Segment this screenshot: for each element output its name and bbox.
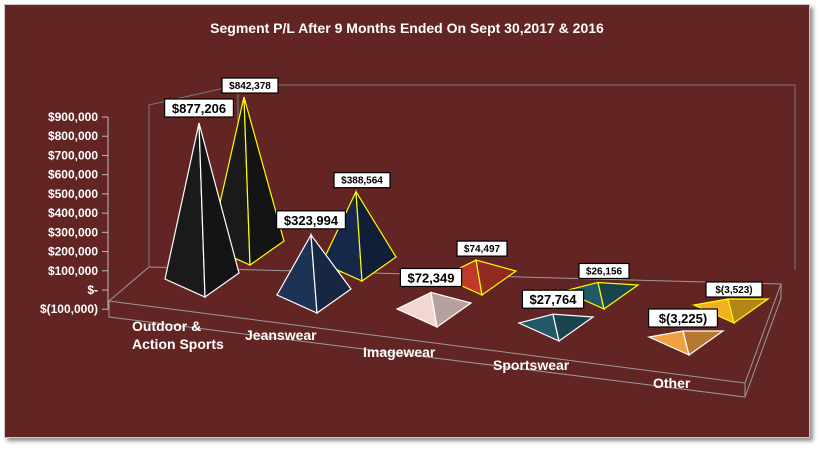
data-label-box (221, 77, 279, 94)
y-axis: $(100,000) $- $100,000 $200,000 $300,000 $400… (40, 110, 109, 316)
data-label-back: $388,564 (333, 172, 391, 189)
y-tick-label: $700,000 (48, 148, 98, 162)
data-label-text: $27,764 (530, 292, 578, 307)
floor-edge (108, 301, 746, 398)
data-label-box (578, 262, 630, 280)
pyramid-front (164, 122, 240, 299)
y-tick-label: $- (87, 283, 98, 297)
y-tick-label: $100,000 (48, 264, 98, 278)
chart-title: Segment P/L After 9 Months Ended On Sept… (210, 20, 604, 36)
data-label-front: $323,994 (276, 210, 347, 230)
category-label: Other (653, 375, 691, 391)
pyramid-front (517, 313, 595, 343)
pyramid-back (321, 189, 397, 283)
data-label-text: $72,349 (408, 270, 455, 285)
data-label-back: $(3,523) (705, 281, 763, 298)
y-tick-label: $(100,000) (40, 302, 98, 316)
data-label-box (647, 308, 718, 328)
data-label-box (456, 240, 508, 257)
data-label-text: $(3,523) (715, 285, 752, 296)
y-tick-label: $200,000 (48, 245, 98, 259)
data-label-text: $877,206 (172, 101, 226, 116)
y-tick-label: $300,000 (48, 225, 98, 239)
category-label: Imagewear (363, 344, 436, 360)
y-tick-label: $400,000 (48, 206, 98, 220)
x-axis-categories: Outdoor & Action Sports Jeanswear Imagewear… (132, 318, 691, 391)
pyramid-front (276, 232, 352, 315)
data-label-box (276, 210, 347, 230)
y-tick-label: $500,000 (48, 187, 98, 201)
data-label-back: $26,156 (578, 262, 630, 280)
y-tick-label: $900,000 (48, 110, 98, 124)
data-label-front: $72,349 (399, 267, 463, 288)
y-tick-label: $800,000 (48, 129, 98, 143)
data-label-text: $323,994 (284, 213, 339, 228)
pyramid-chart: Segment P/L After 9 Months Ended On Sept… (40, 20, 796, 398)
data-label-front: $877,206 (164, 98, 235, 118)
pyramid-front (646, 330, 725, 357)
data-label-text: $842,378 (229, 81, 271, 92)
chart-walls (107, 84, 796, 398)
floor-edge-right (744, 284, 782, 398)
data-label-back: $74,497 (456, 240, 508, 257)
chart-frame: Segment P/L After 9 Months Ended On Sept… (4, 4, 810, 438)
data-label-front: $(3,225) (647, 308, 718, 328)
category-label: Sportswear (493, 357, 570, 373)
data-label-box (333, 172, 391, 189)
data-label-text: $388,564 (341, 176, 383, 187)
data-label-text: $26,156 (586, 266, 623, 277)
y-tick-label: $600,000 (48, 168, 98, 182)
pyramid-front (395, 291, 473, 329)
data-label-back: $842,378 (221, 77, 279, 94)
data-label-front: $27,764 (521, 289, 585, 309)
data-label-box (521, 289, 585, 309)
data-label-box (399, 267, 463, 288)
data-label-box (705, 281, 763, 298)
data-label-text: $(3,225) (659, 311, 707, 326)
data-label-box (164, 98, 235, 118)
data-label-text: $74,497 (464, 244, 501, 255)
data-labels: $842,378 $388,564 $74,497 $26,156 $(3,523) $8… (164, 77, 763, 328)
category-label: Jeanswear (245, 327, 317, 343)
back-wall (238, 84, 796, 270)
category-label: Outdoor & Action Sports (132, 318, 224, 352)
